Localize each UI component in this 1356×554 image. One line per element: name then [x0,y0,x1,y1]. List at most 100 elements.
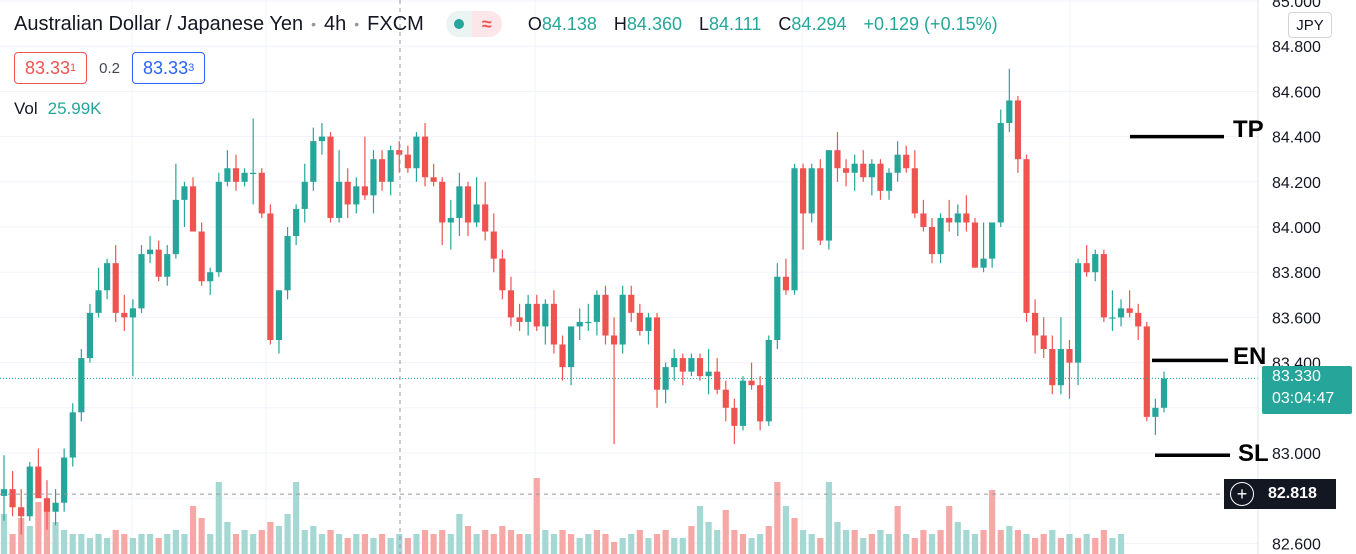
candle[interactable] [456,172,463,237]
candle[interactable] [542,299,549,345]
candle[interactable] [636,303,643,336]
candle[interactable] [757,376,764,431]
candle[interactable] [86,303,94,363]
candle[interactable] [490,213,497,273]
candle[interactable] [619,285,626,354]
candle[interactable] [473,177,480,227]
candle[interactable] [860,150,867,182]
candle[interactable] [181,181,188,227]
candle[interactable] [1117,299,1125,327]
candle[interactable] [971,217,979,268]
candle[interactable] [937,213,944,264]
candle[interactable] [817,159,824,246]
candle[interactable] [774,263,781,350]
candle[interactable] [172,163,179,259]
candle[interactable] [782,258,790,295]
candle[interactable] [653,312,661,408]
candle[interactable] [731,398,738,444]
candle[interactable] [765,335,772,426]
candle[interactable] [499,249,506,300]
candle[interactable] [224,150,231,187]
candle[interactable] [585,303,592,331]
candle[interactable] [198,222,205,286]
candle[interactable] [361,136,368,200]
candle[interactable] [1074,258,1082,386]
candle[interactable] [267,204,274,345]
candle[interactable] [69,403,76,467]
candle[interactable] [1100,249,1107,322]
candle[interactable] [447,199,454,250]
candle[interactable] [1109,290,1116,331]
candle[interactable] [842,159,850,187]
candle[interactable] [1152,398,1159,435]
candle[interactable] [78,349,85,422]
candle[interactable] [1143,321,1150,422]
candle[interactable] [989,222,996,268]
candle[interactable] [1014,95,1022,173]
candle[interactable] [104,258,111,300]
candle[interactable] [387,145,394,196]
candle[interactable] [722,380,729,422]
candle[interactable] [911,150,918,218]
candle[interactable] [370,150,377,214]
candle[interactable] [748,362,755,390]
candle[interactable] [1049,335,1056,395]
candle[interactable] [61,448,68,512]
annotation-sl[interactable]: SL [1238,440,1269,467]
candle[interactable] [52,489,59,526]
candle[interactable] [207,267,214,295]
candle[interactable] [894,141,901,182]
candle[interactable] [1092,249,1099,282]
candle[interactable] [301,163,308,223]
candle[interactable] [9,471,16,517]
candle[interactable] [112,245,119,322]
candle[interactable] [258,168,265,218]
candle[interactable] [293,204,300,246]
candle[interactable] [559,335,566,381]
candle[interactable] [671,349,678,381]
candle[interactable] [232,154,240,191]
candle[interactable] [928,217,936,264]
candle[interactable] [696,353,704,381]
buy-button[interactable]: 83.33 3 [132,52,206,84]
candle[interactable] [189,177,197,232]
candle[interactable] [593,290,600,336]
candle[interactable] [1040,317,1047,359]
candle[interactable] [610,317,618,444]
candle[interactable] [800,163,807,250]
candle[interactable] [482,181,489,241]
add-plus-icon[interactable]: + [1230,482,1254,506]
candle[interactable] [980,222,987,273]
candle[interactable] [215,172,222,277]
candle[interactable] [628,285,635,322]
candle[interactable] [430,163,437,187]
candle[interactable] [250,118,257,205]
annotation-en[interactable]: EN [1233,343,1267,370]
candle[interactable] [507,276,515,327]
candle[interactable] [284,227,291,300]
candle[interactable] [808,163,815,223]
candle[interactable] [1006,68,1013,133]
candle[interactable] [903,145,910,173]
candle[interactable] [533,294,540,331]
candle[interactable] [954,204,961,237]
annotation-tp[interactable]: TP [1233,116,1264,143]
candle[interactable] [679,353,686,386]
candle[interactable] [576,308,583,340]
candle[interactable] [868,159,875,196]
candle[interactable] [138,245,145,313]
currency-button[interactable]: JPY [1288,12,1332,38]
candle[interactable] [525,294,532,336]
candle[interactable] [885,168,893,200]
candle[interactable] [421,123,429,187]
candle[interactable] [95,267,102,318]
candle[interactable] [1083,245,1090,277]
candle[interactable] [396,141,403,173]
symbol-name[interactable]: Australian Dollar / Japanese Yen [14,12,304,35]
candle[interactable] [35,448,42,499]
candle[interactable] [714,358,721,395]
candle[interactable] [241,168,248,187]
candle[interactable] [834,132,841,182]
candle[interactable] [439,177,446,246]
